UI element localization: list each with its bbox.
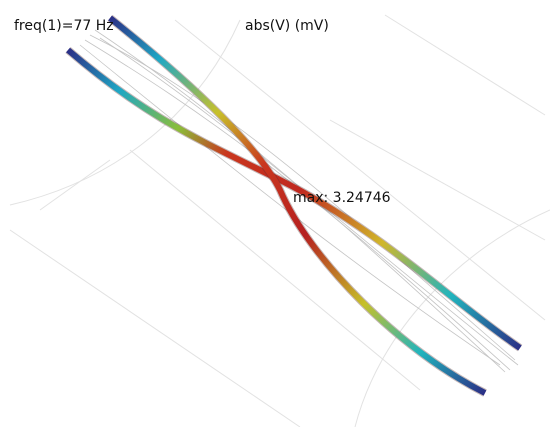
frequency-label: freq(1)=77 Hz: [14, 18, 114, 34]
background-grid: [9, 14, 550, 427]
max-annotation: max: 3.24746: [293, 190, 391, 206]
quantity-label: abs(V) (mV): [245, 18, 329, 34]
conductor-tubes: [65, 14, 523, 397]
